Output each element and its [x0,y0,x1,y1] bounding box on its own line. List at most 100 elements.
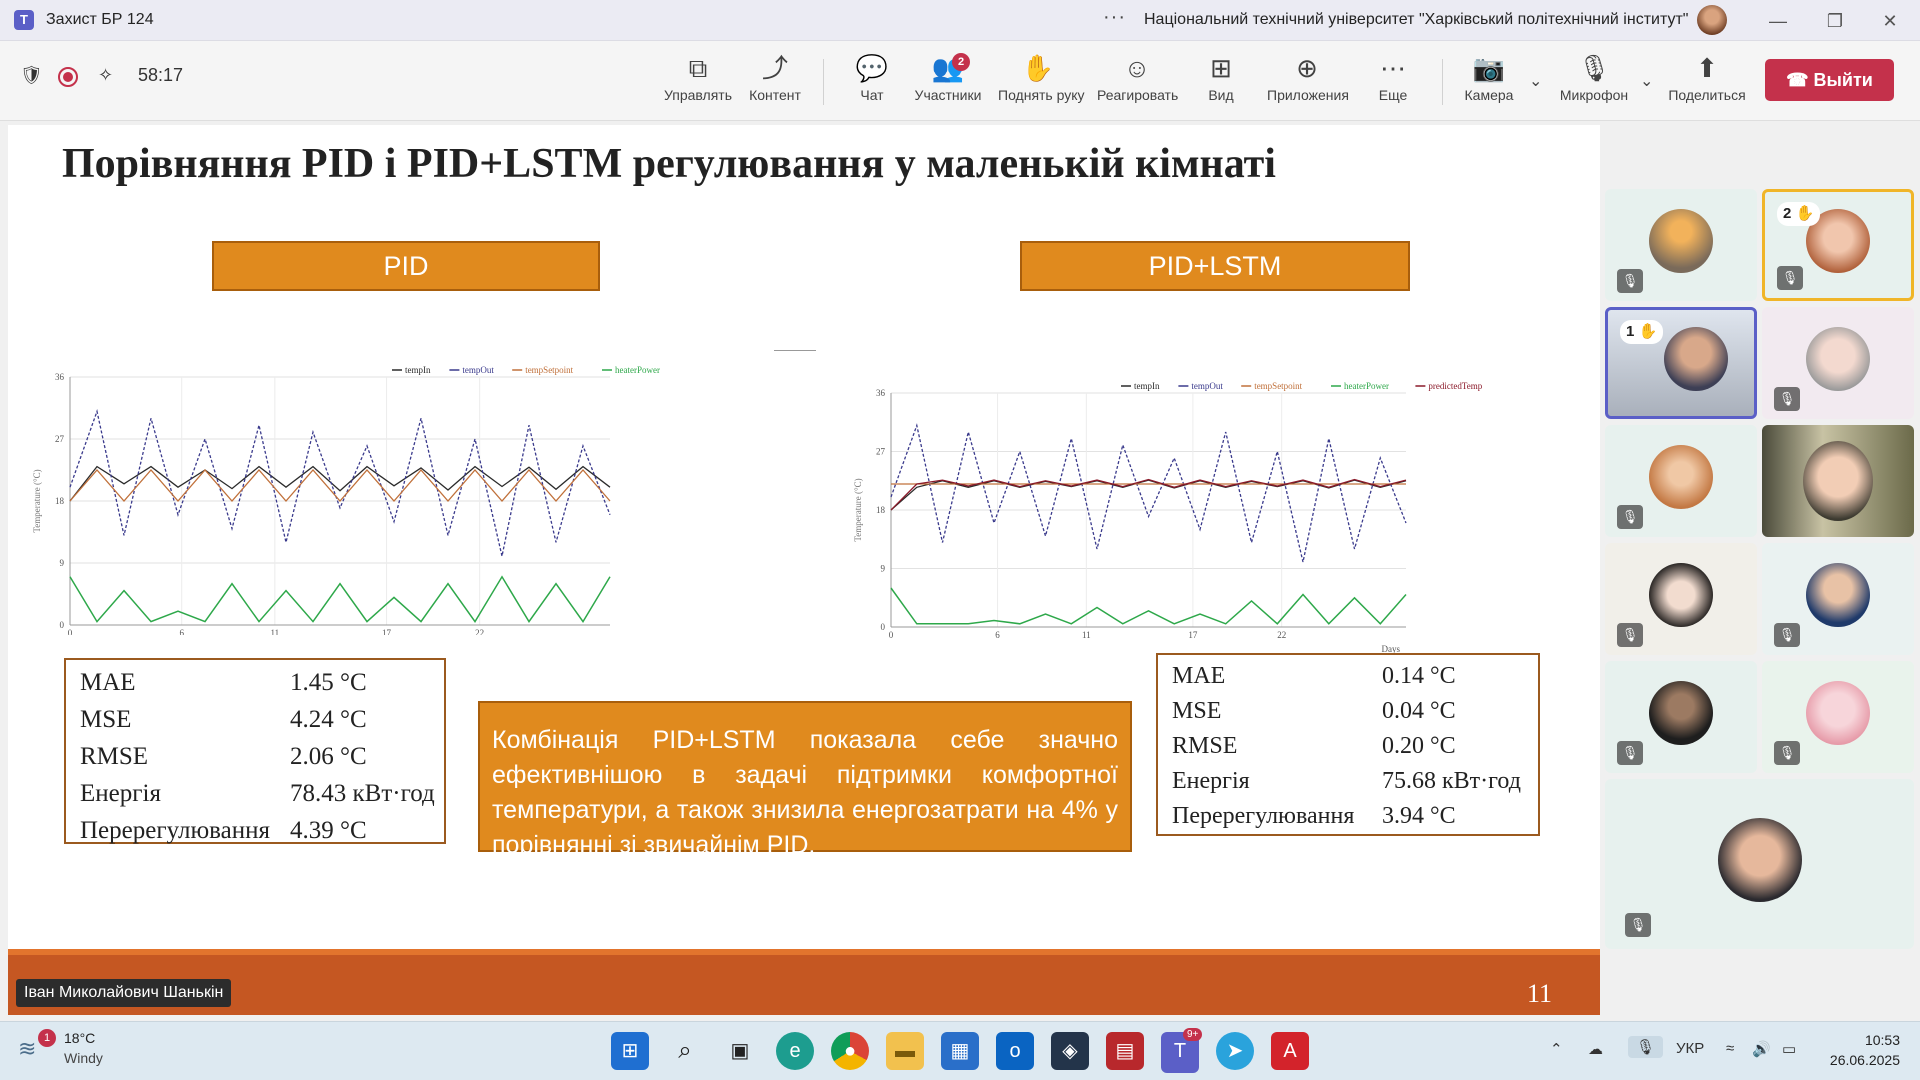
raise-hand-button[interactable]: ✋ Поднять руку [998,53,1085,103]
participant-tile[interactable]: 🎙 [1762,543,1914,655]
metric-row-mse: MSE 4.24 °C [80,706,367,733]
mic-muted-icon: 🎙 [1777,266,1803,290]
recording-icon[interactable] [58,67,78,87]
avatar [1663,327,1728,391]
battery-icon[interactable]: ▭ [1782,1041,1797,1058]
content-button[interactable]: ⤴ Контент [735,53,815,113]
wifi-icon[interactable]: ≈ [1726,1040,1735,1057]
start-button-icon[interactable]: ⊞ [611,1032,649,1070]
y-tick-label: 27 [55,434,65,444]
clock-date[interactable]: 26.06.2025 [1829,1052,1900,1068]
restore-button[interactable]: ❐ [1826,11,1844,31]
chat-button[interactable]: 💬 Чат [832,53,912,113]
sparkle-icon[interactable]: ✧ [98,65,114,85]
clock-time[interactable]: 10:53 [1864,1032,1900,1048]
presenter-name: Іван Миколайович Шанькін [16,979,232,1007]
minimize-button[interactable]: — [1769,11,1787,31]
participant-tile-video[interactable] [1762,425,1914,537]
participant-tile[interactable]: 🎙 [1605,779,1914,949]
participant-tile[interactable]: 🎙 [1605,425,1757,537]
y-tick-label: 18 [55,496,65,506]
weather-badge: 1 [38,1029,56,1047]
pid-lstm-header: PID+LSTM [1020,241,1410,291]
weather-icon[interactable]: ≋ [18,1036,37,1061]
shield-icon[interactable]: 🛡 [20,65,43,85]
avatar [1806,563,1870,627]
more-button[interactable]: ⋯ Еще [1353,53,1433,113]
slide-title: Порівняння PID і PID+LSTM регулювання у … [62,141,1276,187]
view-button[interactable]: ⊞ Вид [1181,53,1261,113]
tray-chevron-up-icon[interactable]: ⌃ [1550,1041,1563,1058]
y-tick-label: 0 [60,620,65,630]
close-button[interactable]: ✕ [1882,11,1898,31]
participant-tile[interactable]: 🎙 [1762,661,1914,773]
speaker-icon[interactable]: 🔊 [1752,1041,1771,1058]
leave-button[interactable]: ☎ Выйти [1765,59,1894,101]
legend-entry: tempOut [462,365,494,375]
office-app-icon[interactable]: ▤ [1106,1032,1144,1070]
weather-temp: 18°C [64,1030,96,1046]
mic-muted-tray-icon[interactable]: 🎙 [1628,1036,1664,1058]
meeting-toolbar: 🛡 ✧ 58:17 ⧉ Управлять ⤴ Контент 💬 Чат 👥 Учас… [0,41,1920,121]
series-line-heaterPower [890,587,1407,625]
camera-button[interactable]: 📷 Камера [1449,53,1529,113]
telegram-icon[interactable]: ➤ [1216,1032,1254,1070]
participant-tile[interactable]: 🎙 [1605,543,1757,655]
participants-badge: 2 [952,53,970,71]
participants-button[interactable]: 👥 Участники 2 [908,53,988,113]
language-indicator[interactable]: УКР [1676,1040,1705,1057]
weather-desc: Windy [64,1050,103,1066]
participant-tile-active-speaker[interactable]: 1 ✋ [1605,307,1757,419]
participant-tile[interactable]: 🎙 [1762,307,1914,419]
edge-browser-icon[interactable]: e [776,1032,814,1070]
pdf-reader-icon[interactable]: A [1271,1032,1309,1070]
apps-button[interactable]: ⊕ Приложения [1267,53,1349,103]
legend-entry: predictedTemp [1428,381,1482,391]
series-line-tempSetpoint [69,469,611,502]
search-icon[interactable]: ⌕ [678,1037,692,1064]
metric-row-mae: MAE 0.14 °C [1172,663,1456,689]
participant-tile[interactable]: 🎙 [1605,661,1757,773]
file-explorer-icon[interactable]: ▬ [886,1032,924,1070]
series-line-tempOut [890,423,1407,563]
outlook-icon[interactable]: o [996,1032,1034,1070]
y-tick-label: 36 [876,388,886,398]
user-avatar[interactable] [1697,5,1727,35]
react-button[interactable]: ☺ Реагировать [1097,53,1179,103]
avatar [1649,681,1713,745]
raise-hand-icon: ✋ [1021,53,1055,83]
legend-entry: tempSetpoint [1254,381,1302,391]
y-tick-label: 27 [876,447,886,457]
legend-entry: tempIn [1134,381,1160,391]
chrome-browser-icon[interactable]: ● [831,1032,869,1070]
mic-muted-icon: 🎙 [1774,387,1800,411]
y-tick-label: 18 [876,505,886,515]
avatar [1649,563,1713,627]
chat-icon: 💬 [855,53,889,83]
x-tick-label: 0 [889,630,894,640]
participant-tile[interactable]: 🎙 [1605,189,1757,301]
legend-entry: tempSetpoint [525,365,573,375]
series-line-tempOut [69,409,611,557]
pid-lstm-chart: 0 9 18 27 36 0 6 11 17 22 Days Temperature (°C) temp… [836,305,1558,654]
metric-row-overshoot: Перерегулювання 4.39 °C [80,817,367,844]
microphone-button[interactable]: 🎙 Микрофон [1554,53,1634,113]
manage-button[interactable]: ⧉ Управлять [658,53,738,113]
participant-tile[interactable]: 2 ✋ 🎙 [1762,189,1914,301]
share-button[interactable]: ⬆ Поделиться [1668,53,1746,103]
mic-muted-icon: 🎙 [1625,913,1651,937]
avatar [1806,681,1870,745]
mic-options-chevron-icon[interactable]: ⌄ [1640,73,1654,90]
avatar [1717,818,1802,902]
phone-hangup-icon: ☎ [1786,70,1814,90]
store-icon[interactable]: ▦ [941,1032,979,1070]
more-options-icon[interactable]: ··· [1103,6,1126,28]
task-view-icon[interactable]: ▣ [730,1040,750,1062]
legend-entry: heaterPower [1344,381,1389,391]
security-app-icon[interactable]: ◈ [1051,1032,1089,1070]
series-line-predictedTemp [890,478,1407,511]
cloud-icon[interactable]: ☁ [1588,1041,1603,1058]
camera-options-chevron-icon[interactable]: ⌄ [1529,73,1543,90]
